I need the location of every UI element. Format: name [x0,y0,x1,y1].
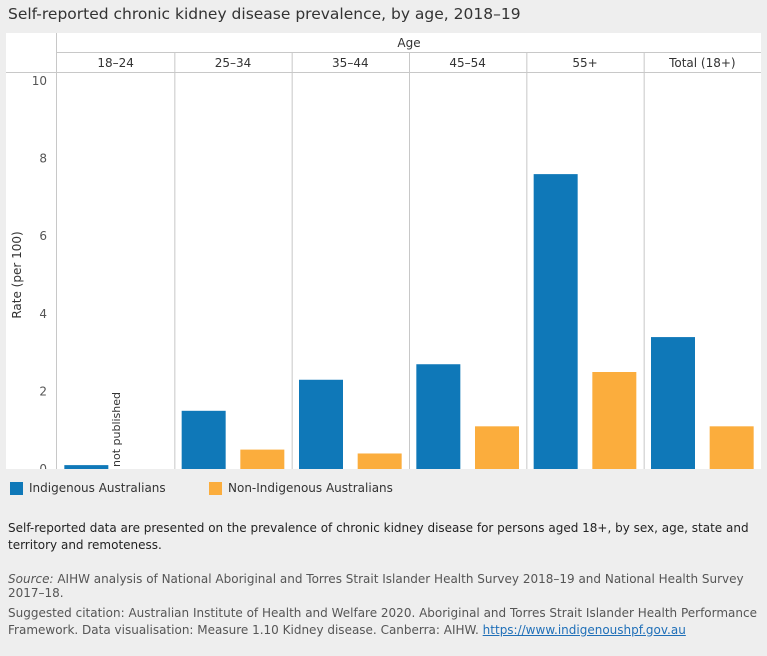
y-tick-label: 6 [39,229,47,243]
chart-plot-area: Age Rate (per 100) 0 2 4 6 8 10 18–24 not publish… [6,33,761,476]
legend-label-indigenous: Indigenous Australians [29,481,166,495]
legend-swatch-indigenous [10,481,23,495]
bar-non-indigenous [709,426,754,469]
y-tick-label: 0 [39,462,47,469]
category-label: 25–34 [215,56,252,70]
legend-item-non-indigenous[interactable]: Non-Indigenous Australians [209,481,393,495]
legend-label-non-indigenous: Non-Indigenous Australians [228,481,393,495]
bar-non-indigenous [592,372,637,469]
category-label: 18–24 [97,56,134,70]
category-label: 35–44 [332,56,369,70]
chart-source: Source: AIHW analysis of National Aborig… [8,572,763,600]
bar-indigenous [299,379,343,469]
y-tick-label: 8 [39,152,47,166]
source-text: AIHW analysis of National Aboriginal and… [8,572,744,600]
chart-citation: Suggested citation: Australian Institute… [8,605,758,638]
y-tick-label: 4 [39,307,47,321]
bar-indigenous [181,410,226,469]
citation-text: Suggested citation: Australian Institute… [8,606,757,637]
y-tick-label: 2 [39,384,47,398]
bar-indigenous [651,337,695,469]
bar-indigenous [416,364,461,469]
bar-non-indigenous [357,453,402,469]
category-label: 55+ [572,56,597,70]
x-axis-title: Age [397,36,420,50]
bar-chart: Age Rate (per 100) 0 2 4 6 8 10 18–24 not publish… [6,33,761,476]
category-label: Total (18+) [668,56,736,70]
legend-item-indigenous[interactable]: Indigenous Australians [10,481,166,495]
category-label: 45–54 [449,56,486,70]
chart-note: Self-reported data are presented on the … [8,521,749,552]
legend-swatch-non-indigenous [209,481,222,495]
source-label: Source: [8,572,54,586]
bar-non-indigenous [475,426,519,469]
citation-link[interactable]: https://www.indigenoushpf.gov.au [482,622,686,637]
bar-indigenous [64,465,109,469]
chart-title: Self-reported chronic kidney disease pre… [8,5,521,23]
y-tick-label: 10 [32,74,47,88]
bar-indigenous [533,174,578,469]
bar-non-indigenous [240,449,285,469]
not-published-label: not published [110,392,123,467]
y-axis-title: Rate (per 100) [10,231,24,318]
